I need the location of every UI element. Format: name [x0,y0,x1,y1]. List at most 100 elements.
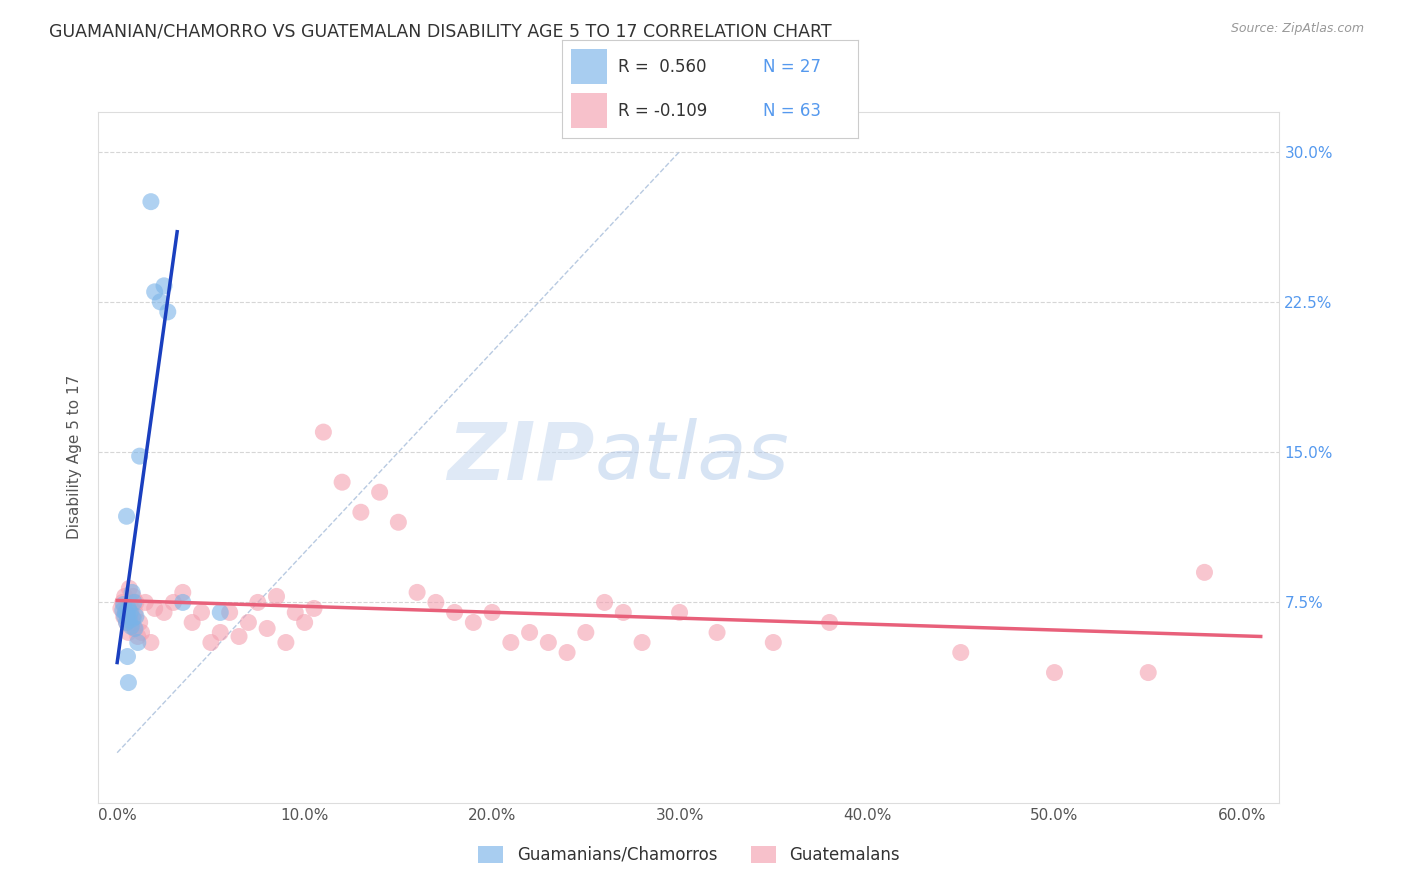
Point [172,585,194,599]
Point [949,646,972,660]
Point [256,622,278,636]
Point [153,606,176,620]
Point [125,609,148,624]
Point [115,615,138,630]
Point [118,582,141,596]
Text: GUAMANIAN/CHAMORRO VS GUATEMALAN DISABILITY AGE 5 TO 17 CORRELATION CHART: GUAMANIAN/CHAMORRO VS GUATEMALAN DISABIL… [49,22,832,40]
Point [575,625,598,640]
Point [156,305,179,319]
Point [114,609,136,624]
Point [200,635,222,649]
Point [153,278,176,293]
Point [131,625,153,640]
Point [112,598,135,612]
Point [481,606,503,620]
Point [149,294,172,309]
Point [274,635,297,649]
Point [117,649,139,664]
Point [114,590,136,604]
Point [181,615,204,630]
Point [593,595,616,609]
Point [139,194,162,209]
Text: R = -0.109: R = -0.109 [619,102,707,120]
Point [124,622,146,636]
Point [209,606,232,620]
Point [117,601,139,615]
Point [120,606,142,620]
Point [124,606,146,620]
Legend: Guamanians/Chamorros, Guatemalans: Guamanians/Chamorros, Guatemalans [471,839,907,871]
Point [425,595,447,609]
Point [115,615,138,630]
Point [668,606,690,620]
Point [246,595,269,609]
Point [117,601,139,615]
Point [111,595,134,609]
Point [117,675,139,690]
Point [125,595,148,609]
Point [218,606,240,620]
Point [121,615,143,630]
Point [110,601,132,615]
Point [143,601,166,615]
Point [463,615,485,630]
Point [238,615,260,630]
Point [519,625,541,640]
Point [190,606,212,620]
Point [139,635,162,649]
Point [406,585,429,599]
Point [443,606,465,620]
Point [631,635,654,649]
Point [209,625,232,640]
Point [302,601,325,615]
Point [122,622,145,636]
Point [368,485,391,500]
Point [172,595,194,609]
Point [499,635,522,649]
Point [312,425,335,439]
Point [1194,566,1216,580]
Text: ZIP: ZIP [447,418,595,496]
Point [121,585,143,599]
Point [706,625,728,640]
Text: N = 27: N = 27 [763,58,821,76]
Text: atlas: atlas [595,418,789,496]
Point [118,614,141,628]
Bar [571,93,607,128]
Y-axis label: Disability Age 5 to 17: Disability Age 5 to 17 [67,375,83,540]
Point [284,606,307,620]
Point [1043,665,1066,680]
Point [120,606,142,620]
Point [120,595,142,609]
Point [112,609,135,624]
Text: Source: ZipAtlas.com: Source: ZipAtlas.com [1230,22,1364,36]
Point [143,285,166,299]
Point [818,615,841,630]
Point [228,630,250,644]
Point [555,646,578,660]
Text: R =  0.560: R = 0.560 [619,58,707,76]
Point [330,475,353,490]
Point [1137,665,1160,680]
Point [127,630,149,644]
Point [127,635,149,649]
Point [266,590,288,604]
Point [122,611,145,625]
Point [537,635,560,649]
Point [294,615,316,630]
Point [117,607,139,622]
Point [128,615,150,630]
Point [115,509,138,524]
Point [612,606,634,620]
Point [387,516,409,530]
Point [122,595,145,609]
Point [111,603,134,617]
Point [120,619,142,633]
Text: N = 63: N = 63 [763,102,821,120]
Bar [571,49,607,85]
Point [762,635,785,649]
Point [128,449,150,463]
Point [350,505,373,519]
Point [117,625,139,640]
Point [114,606,136,620]
